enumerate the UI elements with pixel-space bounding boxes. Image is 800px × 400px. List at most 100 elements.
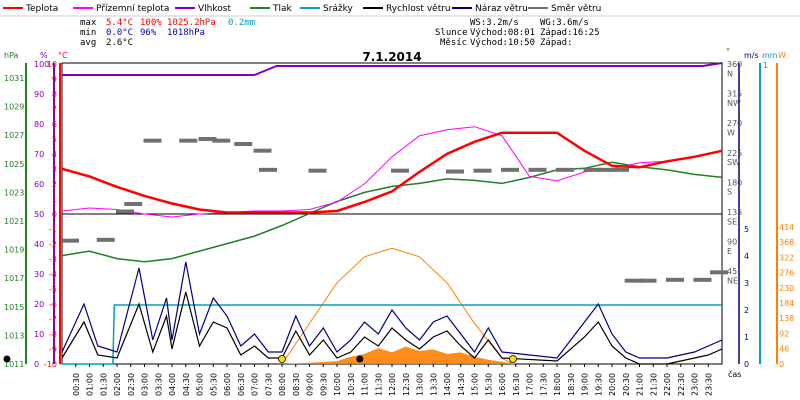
time-tick-label: 14:00 <box>443 373 452 396</box>
stats-min-label: min <box>80 28 96 38</box>
humidity-tick-label: 100 <box>34 60 49 69</box>
wind-direction-mark <box>624 278 643 283</box>
temperature-tick-label: -6 <box>49 300 57 309</box>
time-tick-label: 15:00 <box>471 373 480 396</box>
time-axis-header: čas <box>728 369 741 379</box>
stats-max-rain: 0.2mm <box>228 18 255 28</box>
temperature-tick-label: 5 <box>52 135 57 144</box>
time-tick-label: 05:30 <box>209 373 218 396</box>
time-tick-label: 10:00 <box>333 373 342 396</box>
humidity-axis-header: % <box>40 51 48 60</box>
solar-tick-label: 276 <box>779 269 794 278</box>
direction-tick-label: N <box>727 69 733 78</box>
solar-area <box>282 346 516 364</box>
time-tick-label: 03:00 <box>141 373 150 396</box>
rain-line <box>62 304 722 365</box>
stats-min-temp: 0.0°C <box>106 28 133 38</box>
wind-gust-line <box>61 261 723 359</box>
pressure-tick-label: 1027 <box>4 131 24 140</box>
time-tick-label: 12:00 <box>388 373 397 396</box>
temperature-tick-label: -2 <box>49 240 57 249</box>
pressure-tick-label: 1011 <box>4 360 24 369</box>
direction-tick-label: 135 <box>727 208 742 217</box>
stats-min-hum: 96% <box>140 28 157 38</box>
wind-direction-mark <box>638 278 657 283</box>
solar-tick-label: 138 <box>779 314 794 323</box>
wind-direction-mark <box>143 138 162 143</box>
time-tick-label: 15:30 <box>484 373 493 396</box>
pressure-tick-label: 1015 <box>4 303 24 312</box>
direction-tick-label: E <box>727 247 732 256</box>
time-tick-label: 14:30 <box>457 373 466 396</box>
time-tick-label: 16:00 <box>498 373 507 396</box>
time-tick-label: 18:00 <box>553 373 562 396</box>
solar-tick-label: 0 <box>779 360 784 369</box>
direction-tick-label: 90 <box>727 238 737 247</box>
temperature-tick-label: 3 <box>52 165 57 174</box>
wind-direction-mark <box>259 167 277 172</box>
direction-tick-label: 270 <box>727 119 742 128</box>
data-series <box>3 62 728 365</box>
direction-tick-label: SW <box>727 158 740 167</box>
temperature-tick-label: -9 <box>49 345 57 354</box>
info-wg: WG:3.6m/s <box>540 18 589 28</box>
stats-max-label: max <box>80 18 97 28</box>
humidity-tick-label: 40 <box>34 240 44 249</box>
temperature-axis-header: °C <box>58 51 68 60</box>
wind-direction-mark <box>666 277 684 282</box>
wind-direction-mark <box>693 277 712 282</box>
temperature-tick-label: -3 <box>49 255 57 264</box>
time-tick-label: 21:00 <box>636 373 645 396</box>
wind-speed-line <box>61 291 723 365</box>
humidity-tick-label: 20 <box>34 300 44 309</box>
time-tick-label: 18:30 <box>567 373 576 396</box>
humidity-tick-label: 60 <box>34 180 44 189</box>
stats-max-hum: 100% <box>140 18 162 28</box>
wind-direction-mark <box>391 168 409 173</box>
legend-label: Přízemní teplota <box>96 4 169 14</box>
time-tick-label: 04:00 <box>168 373 177 396</box>
wind-direction-mark <box>528 167 547 172</box>
solar-tick-label: 368 <box>779 238 794 247</box>
direction-tick-label: 225 <box>727 149 742 158</box>
info-sunrise: Východ:08:01 <box>470 28 535 38</box>
temperature-tick-label: 9 <box>52 75 57 84</box>
direction-tick-label: S <box>727 188 732 197</box>
stats-max-press: 1025.2hPa <box>167 18 216 28</box>
temperature-tick-label: -1 <box>49 225 57 234</box>
rain-tick-label: 1 <box>763 61 768 70</box>
stats-avg-temp: 2.6°C <box>106 38 133 48</box>
humidity-tick-label: 80 <box>34 120 44 129</box>
direction-tick-label: NW <box>727 99 741 108</box>
wind-tick-label: 0 <box>744 360 749 369</box>
time-tick-label: 13:30 <box>429 373 438 396</box>
temperature-tick-label: -4 <box>49 270 57 279</box>
wind-direction-mark <box>116 209 134 214</box>
solar-tick-label: 230 <box>779 284 794 293</box>
humidity-tick-label: 50 <box>34 210 44 219</box>
wind-axis-header: m/s <box>744 51 759 60</box>
solar-tick-label: 322 <box>779 253 794 262</box>
time-tick-label: 19:30 <box>594 373 603 396</box>
pressure-tick-label: 1019 <box>4 246 24 255</box>
direction-tick-label: 315 <box>727 90 742 99</box>
wind-tick-label: 2 <box>744 306 749 315</box>
time-tick-label: 11:30 <box>374 373 383 396</box>
wind-direction-mark <box>710 270 728 275</box>
time-tick-label: 09:00 <box>306 373 315 396</box>
direction-tick-label: W <box>727 129 735 138</box>
time-tick-label: 23:00 <box>691 373 700 396</box>
pressure-tick-label: 1013 <box>4 331 24 340</box>
temperature-tick-label: -8 <box>49 330 57 339</box>
time-tick-label: 01:30 <box>99 373 108 396</box>
time-tick-label: 07:00 <box>251 373 260 396</box>
wind-direction-mark <box>611 167 629 172</box>
solar-tick-label: 414 <box>779 223 794 232</box>
wind-direction-mark <box>234 142 253 146</box>
wind-direction-mark <box>446 169 464 174</box>
temperature-tick-label: -7 <box>49 315 57 324</box>
humidity-tick-label: 70 <box>34 150 44 159</box>
legend-label: Vlhkost <box>198 4 231 14</box>
time-tick-label: 06:30 <box>237 373 246 396</box>
time-tick-label: 05:00 <box>196 373 205 396</box>
